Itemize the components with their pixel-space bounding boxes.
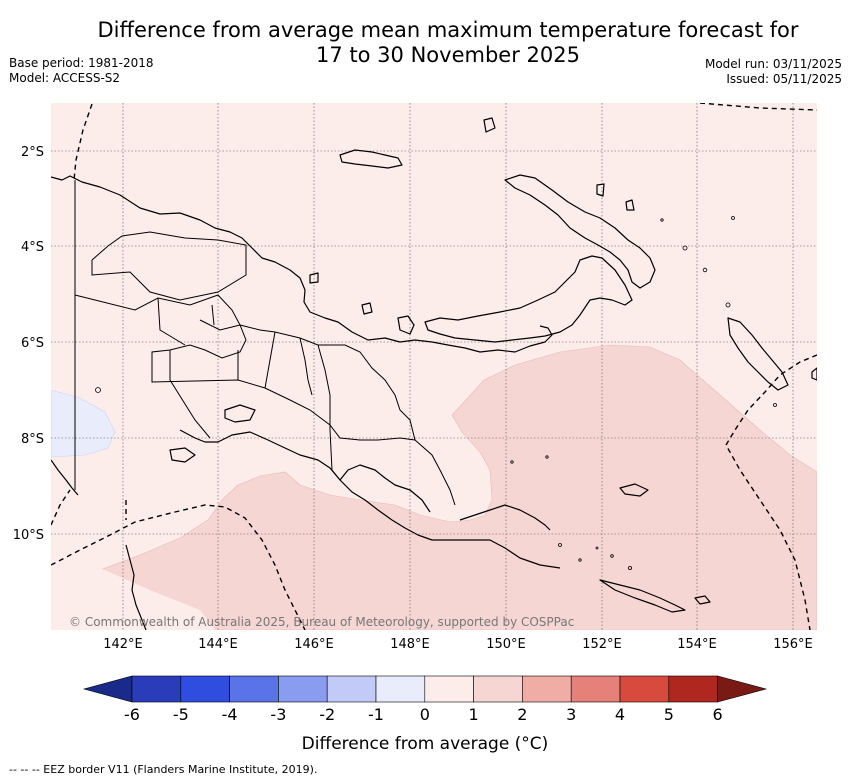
- colorbar-tick-label: -2: [319, 705, 335, 724]
- admin-borders: [74, 180, 456, 506]
- eez-borders: [51, 103, 817, 630]
- colorbar-segment: [278, 675, 328, 703]
- colorbar-title: Difference from average (°C): [302, 734, 549, 754]
- colorbar-segment: [424, 675, 474, 703]
- issued-date: Issued: 05/11/2025: [726, 72, 842, 86]
- colorbar-tick-label: 3: [566, 705, 576, 724]
- colorbar-extend-low: [82, 675, 133, 703]
- colorbar-extend-high: [717, 675, 768, 703]
- model-run: Model run: 03/11/2025: [704, 57, 842, 71]
- coastlines: [51, 117, 817, 630]
- title-line-1: Difference from average mean maximum tem…: [97, 18, 799, 42]
- colorbar-segment: [668, 675, 718, 703]
- lat-label: 2°S: [21, 145, 44, 160]
- lat-labels: 2°S 4°S 6°S 8°S 10°S: [13, 145, 44, 543]
- model-name: Model: ACCESS-S2: [9, 71, 121, 85]
- colorbar-tick-label: 1: [469, 705, 479, 724]
- colorbar-segment: [375, 675, 426, 703]
- lat-label: 4°S: [21, 240, 44, 255]
- lon-label: 142°E: [103, 637, 143, 652]
- lat-label: 6°S: [21, 336, 44, 351]
- colorbar-tick-label: -1: [368, 705, 384, 724]
- colorbar-tick-label: -6: [124, 705, 140, 724]
- colorbar-segment: [131, 675, 182, 703]
- copyright-text: © Commonwealth of Australia 2025, Bureau…: [69, 615, 574, 629]
- lat-label: 8°S: [21, 432, 44, 447]
- colorbar-tick-label: -5: [173, 705, 189, 724]
- colorbar-tick-label: -4: [222, 705, 238, 724]
- anomaly-fill-cool: [51, 389, 116, 458]
- colorbar-tick-label: 6: [713, 705, 723, 724]
- base-period: Base period: 1981-2018: [9, 56, 154, 70]
- colorbar-tick-label: 0: [420, 705, 430, 724]
- lon-label: 150°E: [486, 637, 526, 652]
- map-panel: © Commonwealth of Australia 2025, Bureau…: [51, 103, 817, 630]
- lon-label: 146°E: [294, 637, 334, 652]
- colorbar-segment: [326, 675, 377, 703]
- colorbar-segment: [570, 675, 621, 703]
- lon-label: 152°E: [582, 637, 622, 652]
- lon-label: 154°E: [677, 637, 717, 652]
- chart-title: Difference from average mean maximum tem…: [0, 18, 850, 68]
- minor-islands: [95, 216, 777, 571]
- lat-label: 10°S: [13, 528, 44, 543]
- colorbar-segment: [229, 675, 279, 703]
- colorbar: -6 -5 -4 -3 -2 -1 0 1 2 3 4 5 6: [82, 675, 768, 724]
- colorbar-segment: [522, 675, 572, 703]
- meta-right: Model run: 03/11/2025 Issued: 05/11/2025: [705, 57, 842, 87]
- colorbar-segment: [619, 675, 670, 703]
- eez-footnote: -- -- -- EEZ border V11 (Flanders Marine…: [9, 763, 318, 776]
- colorbar-segment: [180, 675, 230, 703]
- colorbar-tick-label: 5: [664, 705, 674, 724]
- colorbar-tick-label: 2: [517, 705, 527, 724]
- lon-label: 148°E: [390, 637, 430, 652]
- colorbar-tick-label: 4: [615, 705, 625, 724]
- colorbar-segment: [473, 675, 523, 703]
- lon-labels: 142°E 144°E 146°E 148°E 150°E 152°E 154°…: [103, 637, 813, 652]
- meta-left: Base period: 1981-2018 Model: ACCESS-S2: [9, 56, 154, 86]
- lon-label: 144°E: [198, 637, 238, 652]
- anomaly-fill-warm: [51, 344, 817, 630]
- lon-label: 156°E: [773, 637, 813, 652]
- colorbar-tick-label: -3: [270, 705, 286, 724]
- title-line-2: 17 to 30 November 2025: [316, 43, 580, 67]
